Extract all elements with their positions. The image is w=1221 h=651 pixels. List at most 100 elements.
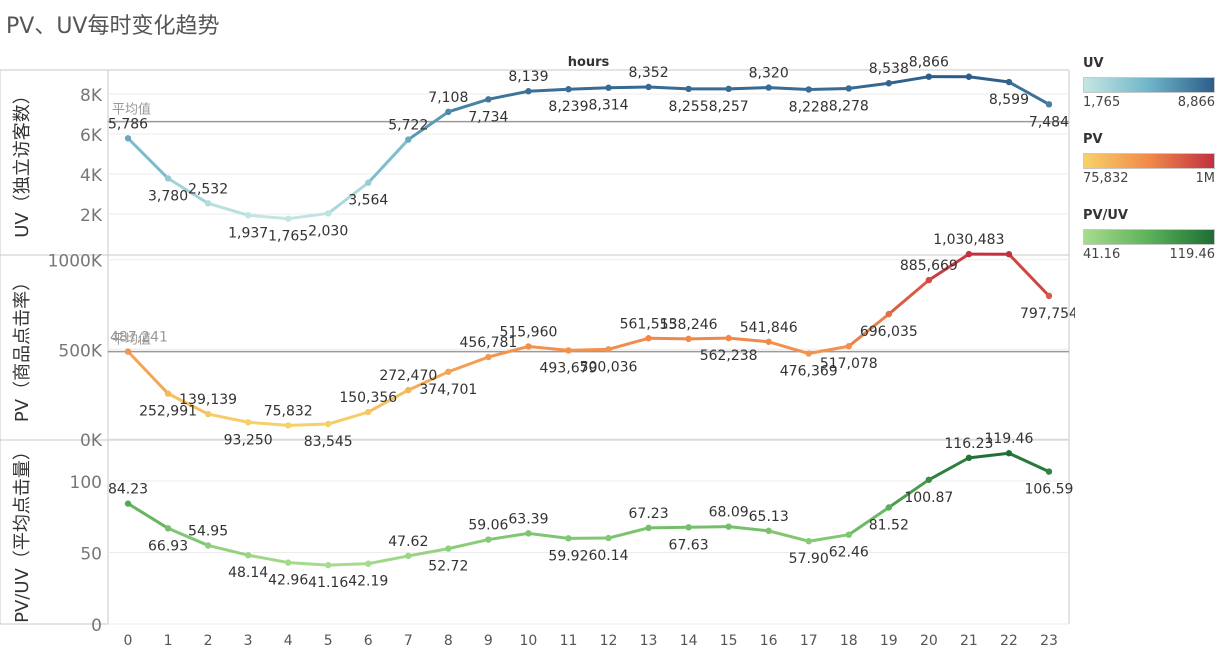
data-point-pvuv[interactable] [164, 525, 172, 532]
data-point-pvuv[interactable] [525, 530, 532, 537]
data-point-pvuv[interactable] [1005, 450, 1013, 457]
data-label-uv: 3,564 [348, 193, 388, 209]
data-point-pv[interactable] [124, 348, 132, 355]
data-point-pv[interactable] [1045, 292, 1053, 300]
data-point-pvuv[interactable] [605, 534, 612, 542]
data-point-uv[interactable] [405, 136, 412, 143]
data-point-uv[interactable] [325, 210, 332, 217]
series-line-segment-uv [847, 81, 891, 90]
data-point-pvuv[interactable] [845, 531, 852, 538]
data-point-pvuv[interactable] [204, 542, 212, 549]
data-label-pvuv: 66.93 [148, 538, 188, 554]
series-line-segment-pvuv [887, 478, 931, 509]
series-line-segment-pv [727, 336, 771, 344]
data-point-pv[interactable] [365, 408, 372, 416]
data-point-pv[interactable] [1005, 251, 1013, 258]
legend-uv[interactable]: UV 1,765 8,866 [1083, 56, 1218, 110]
data-point-pvuv[interactable] [405, 552, 412, 560]
data-point-pvuv[interactable] [445, 545, 452, 552]
data-point-pvuv[interactable] [284, 559, 292, 566]
data-point-pvuv[interactable] [965, 454, 973, 462]
x-tick-label: 3 [244, 633, 253, 649]
data-point-uv[interactable] [164, 175, 172, 182]
data-point-pvuv[interactable] [365, 560, 372, 567]
data-point-uv[interactable] [445, 108, 452, 116]
data-point-uv[interactable] [965, 73, 973, 80]
data-point-pvuv[interactable] [925, 476, 933, 483]
data-point-uv[interactable] [1005, 78, 1013, 86]
series-line-segment-pv [166, 392, 210, 416]
data-point-pv[interactable] [685, 335, 692, 343]
data-point-uv[interactable] [605, 84, 612, 91]
series-line-segment-pv [126, 350, 170, 396]
data-point-uv[interactable] [485, 96, 492, 103]
series-line-segment-pv [1007, 252, 1051, 298]
chart-title: PV、UV每时变化趋势 [6, 14, 220, 39]
series-line-segment-uv [767, 86, 811, 91]
data-point-pv[interactable] [445, 368, 452, 375]
series-line-segment-pv [206, 412, 250, 424]
legend-pv[interactable]: PV 75,832 1M [1083, 132, 1218, 186]
data-point-pv[interactable] [965, 250, 973, 258]
data-point-uv[interactable] [525, 88, 532, 95]
data-point-pvuv[interactable] [765, 527, 772, 535]
data-point-pv[interactable] [525, 343, 532, 350]
data-point-pvuv[interactable] [244, 551, 252, 559]
data-point-uv[interactable] [204, 200, 212, 207]
data-point-pv[interactable] [325, 420, 332, 428]
data-label-uv: 8,320 [749, 66, 789, 82]
x-tick-label: 14 [680, 633, 698, 649]
data-point-pv[interactable] [925, 276, 933, 284]
data-point-pv[interactable] [284, 422, 292, 429]
reference-line-label-pv: 平均值 [112, 332, 151, 348]
data-point-pvuv[interactable] [1045, 468, 1053, 475]
data-point-uv[interactable] [925, 73, 933, 80]
data-point-pvuv[interactable] [725, 523, 732, 530]
data-point-uv[interactable] [805, 86, 812, 93]
data-point-uv[interactable] [845, 85, 852, 92]
data-point-uv[interactable] [244, 212, 252, 219]
data-point-pv[interactable] [645, 335, 652, 342]
data-point-pv[interactable] [605, 346, 612, 353]
data-point-pvuv[interactable] [805, 538, 812, 545]
data-label-uv: 5,786 [108, 116, 148, 132]
data-point-pv[interactable] [565, 347, 572, 354]
data-point-uv[interactable] [725, 85, 732, 93]
data-point-pv[interactable] [765, 338, 772, 345]
data-point-pvuv[interactable] [124, 500, 132, 507]
data-point-uv[interactable] [1045, 101, 1053, 108]
data-point-pv[interactable] [204, 410, 212, 418]
data-point-uv[interactable] [565, 86, 572, 93]
data-point-pv[interactable] [164, 390, 172, 397]
data-point-uv[interactable] [284, 215, 292, 222]
data-point-pvuv[interactable] [885, 504, 893, 511]
data-point-pvuv[interactable] [565, 535, 572, 542]
legend-uv-max: 8,866 [1177, 95, 1215, 110]
legend-pvuv[interactable]: PV/UV 41.16 119.46 [1083, 208, 1218, 262]
data-point-pv[interactable] [845, 343, 852, 350]
data-point-pvuv[interactable] [485, 536, 492, 543]
data-point-pv[interactable] [485, 353, 492, 361]
data-point-pv[interactable] [405, 386, 412, 394]
data-point-uv[interactable] [365, 179, 372, 186]
data-label-uv: 2,532 [188, 181, 228, 197]
series-line-segment-pvuv [607, 526, 651, 540]
data-point-uv[interactable] [124, 135, 132, 142]
data-point-uv[interactable] [685, 85, 692, 93]
data-point-pv[interactable] [725, 334, 732, 342]
x-tick-label: 20 [920, 633, 938, 649]
data-point-pvuv[interactable] [325, 561, 332, 569]
data-point-uv[interactable] [885, 80, 893, 87]
data-point-pv[interactable] [885, 310, 893, 318]
data-point-pvuv[interactable] [685, 524, 692, 531]
data-point-uv[interactable] [645, 83, 652, 91]
x-tick-label: 1 [164, 633, 173, 649]
x-tick-label: 7 [404, 633, 413, 649]
data-point-pv[interactable] [244, 419, 252, 426]
data-point-pvuv[interactable] [645, 524, 652, 532]
data-point-pv[interactable] [805, 350, 812, 357]
y-axis-title-pvuv: PV/UV（平均点击量） [12, 442, 33, 623]
data-point-uv[interactable] [765, 84, 772, 91]
x-tick-label: 23 [1040, 633, 1058, 649]
